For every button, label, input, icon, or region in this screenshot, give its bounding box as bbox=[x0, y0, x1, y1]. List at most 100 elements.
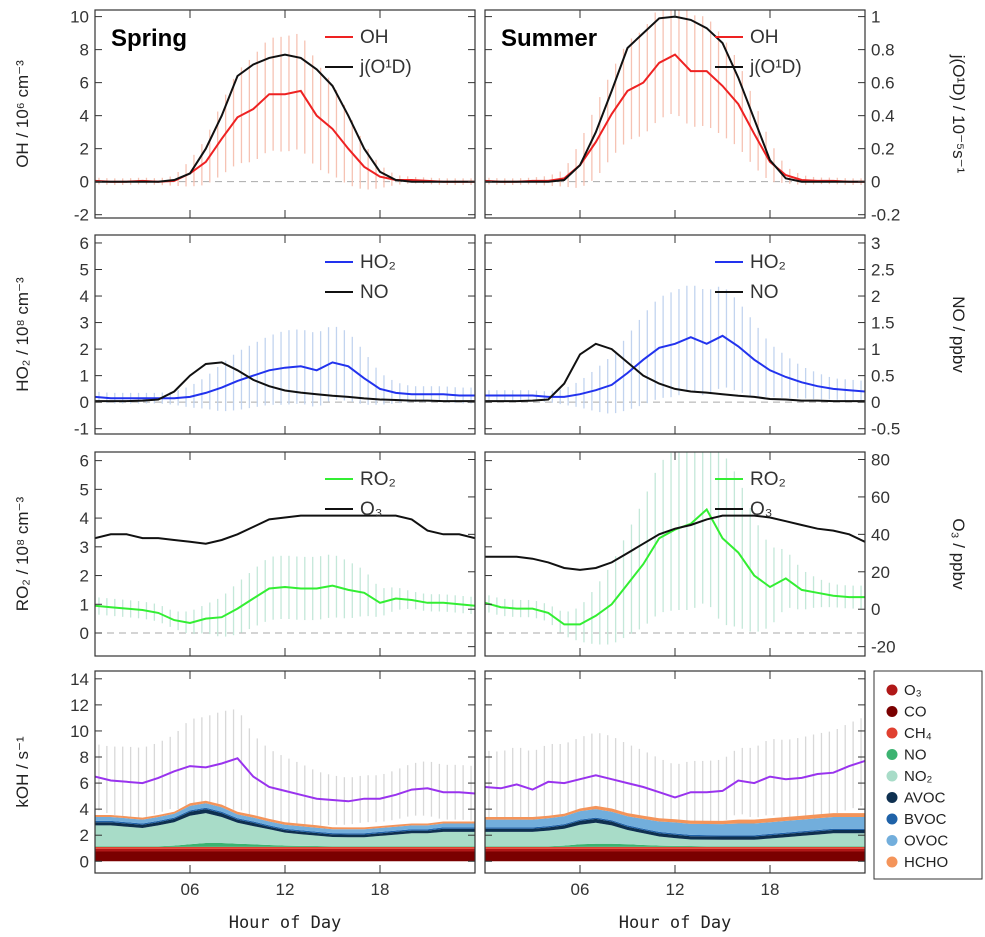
panel-row2-summer: HO₂ NO bbox=[484, 234, 866, 435]
y-tick-label-right: 80 bbox=[871, 450, 890, 469]
y-tick-label-left: 5 bbox=[80, 480, 89, 499]
legend-label: NO bbox=[904, 747, 927, 764]
legend-label: O₃ bbox=[750, 499, 773, 520]
y-tick-label-left: 6 bbox=[80, 452, 89, 471]
area-NO bbox=[95, 843, 475, 847]
area-NO₂ bbox=[95, 813, 475, 847]
x-tick-label: 18 bbox=[371, 880, 390, 899]
legend-dot bbox=[886, 792, 898, 803]
area-BVOC bbox=[95, 807, 475, 835]
legend-label: HO₂ bbox=[750, 252, 786, 273]
y-tick-label-left: 2 bbox=[80, 826, 89, 845]
y-tick-label-left: 1 bbox=[80, 367, 89, 386]
panel-row2-spring: HO₂ NO bbox=[94, 234, 476, 435]
y-tick-label-left: 12 bbox=[70, 696, 89, 715]
y-tick-label-left: 2 bbox=[80, 340, 89, 359]
y-tick-label-left: 8 bbox=[80, 748, 89, 767]
series-OH bbox=[485, 53, 865, 183]
y-tick-label-right: 3 bbox=[871, 234, 880, 253]
y-tick-label-left: -1 bbox=[74, 420, 89, 439]
legend-label: j(O¹D) bbox=[749, 57, 802, 78]
season-label: Summer bbox=[501, 25, 597, 52]
y-tick-label-right: 0.5 bbox=[871, 367, 895, 386]
legend-label: CO bbox=[904, 704, 927, 721]
y-tick-label-left: 4 bbox=[80, 107, 89, 126]
y-axis-label-right: j(O¹D) / 10⁻⁵s⁻¹ bbox=[949, 54, 968, 174]
y-tick-label-left: 2 bbox=[80, 567, 89, 586]
y-tick-label-left: 1 bbox=[80, 595, 89, 614]
plot-frame bbox=[94, 234, 476, 435]
area-CO bbox=[95, 851, 475, 862]
y-tick-label-right: 0.6 bbox=[871, 74, 895, 93]
y-tick-label-right: 2.5 bbox=[871, 260, 895, 279]
y-tick-label-left: 6 bbox=[80, 74, 89, 93]
legend-label: BVOC bbox=[904, 811, 947, 828]
x-tick-label: 06 bbox=[181, 880, 200, 899]
legend-label: HCHO bbox=[904, 854, 948, 871]
y-tick-label-left: 5 bbox=[80, 260, 89, 279]
y-tick-label-right: -20 bbox=[871, 638, 896, 657]
y-tick-label-left: -2 bbox=[74, 206, 89, 225]
area-HCHO bbox=[95, 800, 475, 830]
area-CH₄ bbox=[95, 846, 475, 849]
x-tick-label: 06 bbox=[571, 880, 590, 899]
y-tick-label-right: 0 bbox=[871, 173, 880, 192]
y-tick-label-left: 3 bbox=[80, 538, 89, 557]
series-kOH-total bbox=[485, 759, 865, 799]
area-NO₂ bbox=[485, 822, 865, 847]
legend-dot bbox=[886, 835, 898, 846]
y-tick-label-right: 40 bbox=[871, 525, 890, 544]
y-axis-label-right: NO / ppbv bbox=[949, 296, 968, 373]
panel-row3-summer: RO₂ O₃ bbox=[484, 451, 866, 657]
x-tick-label: 18 bbox=[761, 880, 780, 899]
y-tick-label-left: 0 bbox=[80, 393, 89, 412]
legend-dot bbox=[886, 727, 898, 739]
series-HO2 bbox=[485, 334, 865, 398]
legend-label: HO₂ bbox=[360, 252, 396, 273]
legend-label: RO₂ bbox=[750, 469, 786, 490]
season-label: Spring bbox=[111, 25, 187, 52]
y-tick-label-right: -0.5 bbox=[871, 420, 900, 439]
y-tick-label-left: 3 bbox=[80, 314, 89, 333]
y-tick-label-right: 0 bbox=[871, 600, 880, 619]
plot-frame bbox=[484, 451, 866, 657]
legend-label: AVOC bbox=[904, 790, 946, 807]
legend-dot bbox=[886, 770, 898, 782]
legend-label: RO₂ bbox=[360, 469, 396, 490]
legend-dot bbox=[886, 813, 898, 825]
y-tick-label-right: 0.8 bbox=[871, 41, 895, 60]
area-O₃ bbox=[485, 848, 865, 852]
y-tick-label-left: 0 bbox=[80, 852, 89, 871]
y-axis-label-left: RO₂ / 10⁸ cm⁻³ bbox=[13, 496, 32, 611]
series-HO2 bbox=[95, 361, 475, 400]
y-tick-label-left: 0 bbox=[80, 624, 89, 643]
y-tick-label-left: 4 bbox=[80, 509, 89, 528]
panel-row1-summer: OH j(O¹D) Summer bbox=[484, 9, 866, 219]
legend-label: NO₂ bbox=[904, 768, 933, 785]
series-NO bbox=[485, 342, 865, 403]
y-tick-label-left: 10 bbox=[70, 8, 89, 27]
y-tick-label-right: 0.4 bbox=[871, 107, 895, 126]
legend-label: NO bbox=[750, 282, 779, 303]
legend-label: NO bbox=[360, 282, 389, 303]
y-tick-label-left: 14 bbox=[70, 670, 89, 689]
panel-row4-spring bbox=[94, 670, 476, 874]
area-O₃ bbox=[95, 848, 475, 852]
legend-label: OH bbox=[360, 27, 389, 48]
x-tick-label: 12 bbox=[276, 880, 295, 899]
panel-row4-summer bbox=[484, 670, 866, 874]
plot-frame bbox=[94, 451, 476, 657]
y-tick-label-left: 0 bbox=[80, 173, 89, 192]
legend-dot bbox=[886, 706, 898, 717]
y-tick-label-right: -0.2 bbox=[871, 206, 900, 225]
area-AVOC bbox=[95, 809, 475, 838]
series-NO bbox=[95, 361, 475, 403]
y-axis-label-left: HO₂ / 10⁸ cm⁻³ bbox=[13, 277, 32, 392]
series-OH bbox=[95, 89, 475, 183]
y-tick-label-right: 0.2 bbox=[871, 140, 895, 159]
area-AVOC bbox=[485, 818, 865, 840]
y-tick-label-right: 1 bbox=[871, 8, 880, 27]
y-tick-label-right: 2 bbox=[871, 287, 880, 306]
x-tick-label: 12 bbox=[666, 880, 685, 899]
